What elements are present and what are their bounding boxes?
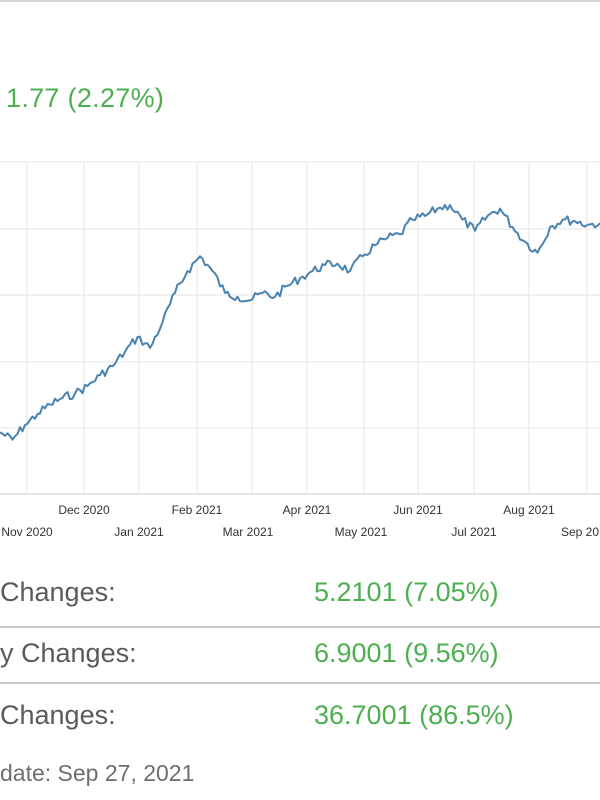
chart-x-tick-label: Jan 2021 [114,525,164,539]
chart-x-tick-label: Jun 2021 [393,503,443,517]
chart-x-tick-label: May 2021 [335,525,388,539]
stats-label-2: y Changes: [0,638,137,668]
chart-x-tick-label: Jul 2021 [451,525,497,539]
price-change-header: 1.77 (2.27%) [6,83,165,113]
chart-grid [0,161,600,495]
row-divider-1 [0,626,600,628]
stats-row-2: y Changes: 6.9001 (9.56%) [0,628,600,688]
row-divider-2 [0,682,600,684]
stats-value-3: 36.7001 (86.5%) [314,700,514,730]
chart-x-tick-label: Dec 2020 [58,503,110,517]
chart-x-tick-label: Nov 2020 [1,525,53,539]
stats-value-2: 6.9001 (9.56%) [314,638,499,668]
chart-x-tick-label: Sep 20 [561,525,599,539]
chart-line-layer [0,204,600,441]
stats-value-1: 5.2101 (7.05%) [314,577,499,607]
chart-x-tick-label: Mar 2021 [223,525,274,539]
stats-row-1: Changes: 5.2101 (7.05%) [0,567,600,627]
chart-x-tick-label: Aug 2021 [503,503,555,517]
chart-x-tick-label: Apr 2021 [283,503,332,517]
stats-label-1: Changes: [0,577,116,607]
top-divider [0,0,600,2]
last-update-text: date: Sep 27, 2021 [0,760,195,786]
chart-x-ticks: Dec 2020 Feb 2021 Apr 2021 Jun 2021 Aug 2021… [1,503,599,539]
stats-label-3: Changes: [0,700,116,730]
chart-series-line [0,204,600,441]
stats-row-3: Changes: 36.7001 (86.5%) [0,690,600,750]
price-line-chart[interactable]: Dec 2020 Feb 2021 Apr 2021 Jun 2021 Aug 2021… [0,0,600,560]
chart-x-tick-label: Feb 2021 [172,503,223,517]
